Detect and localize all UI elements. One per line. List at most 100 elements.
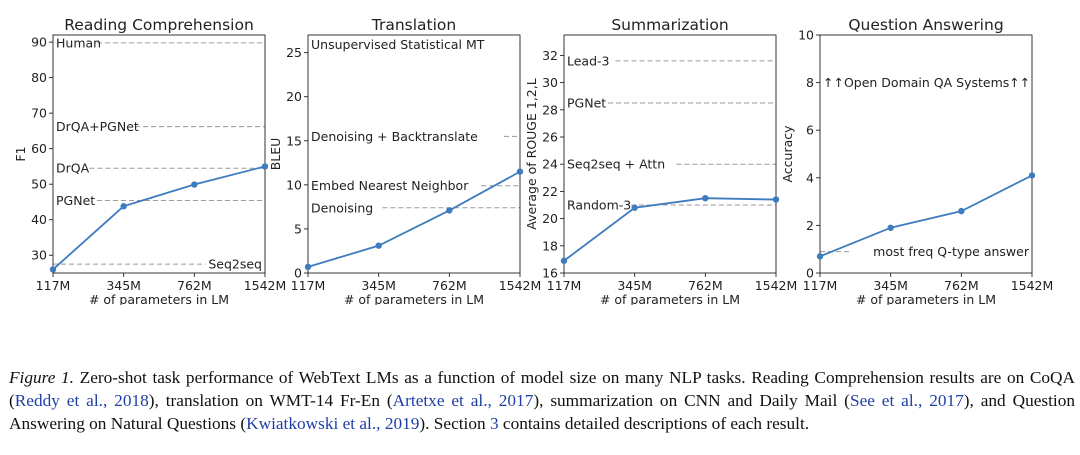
x-tick-label: 117M bbox=[803, 278, 838, 293]
x-tick-label: 762M bbox=[944, 278, 979, 293]
figure-charts: Human DrQA+PGNet DrQA PGNet Seq2seq Reading C… bbox=[13, 16, 1054, 305]
y-tick-label: 24 bbox=[542, 157, 558, 172]
reference-label: Denoising + Backtranslate bbox=[311, 129, 478, 144]
series-line bbox=[563, 197, 777, 262]
figure-caption: Figure 1. Zero-shot task performance of … bbox=[9, 368, 1075, 433]
plot-frame bbox=[307, 34, 521, 274]
y-tick-label: 2 bbox=[806, 218, 814, 233]
y-tick-label: 25 bbox=[286, 45, 302, 60]
x-tick-label: 762M bbox=[688, 278, 723, 293]
y-axis-label: F1 bbox=[13, 146, 28, 161]
x-axis-label: # of parameters in LM bbox=[856, 292, 996, 305]
y-tick-label: 40 bbox=[31, 212, 47, 227]
y-tick-label: 30 bbox=[31, 248, 47, 263]
y-tick-label: 20 bbox=[542, 211, 558, 226]
reference-label: Seq2seq bbox=[208, 257, 262, 272]
y-tick-label: 8 bbox=[806, 75, 814, 90]
series-line bbox=[307, 170, 521, 268]
x-tick-label: 762M bbox=[177, 278, 212, 293]
data-point bbox=[304, 263, 312, 271]
citation-link[interactable]: See et al., 2017 bbox=[849, 391, 964, 410]
reference-label: PGNet bbox=[567, 96, 606, 111]
x-axis-label: # of parameters in LM bbox=[89, 292, 229, 305]
y-tick-label: 0 bbox=[294, 266, 302, 281]
reference-label: DrQA+PGNet bbox=[56, 119, 139, 134]
x-tick-label: 1542M bbox=[244, 278, 287, 293]
reference-label: Embed Nearest Neighbor bbox=[311, 178, 469, 193]
y-axis-label: Average of ROUGE 1,2,L bbox=[524, 78, 539, 229]
y-tick-label: 32 bbox=[542, 48, 558, 63]
x-axis-label: # of parameters in LM bbox=[600, 292, 740, 305]
series-line bbox=[52, 165, 266, 271]
x-tick-label: 117M bbox=[291, 278, 326, 293]
reference-label: Lead-3 bbox=[567, 53, 610, 68]
data-point bbox=[702, 195, 709, 202]
y-tick-label: 30 bbox=[542, 75, 558, 90]
data-point bbox=[1028, 172, 1036, 179]
y-tick-label: 4 bbox=[806, 170, 814, 185]
reference-label: Random-3 bbox=[567, 198, 631, 213]
data-point bbox=[631, 204, 638, 211]
citation-link[interactable]: Artetxe et al., 2017 bbox=[392, 391, 534, 410]
x-tick-label: 1542M bbox=[755, 278, 798, 293]
x-tick-label: 117M bbox=[547, 278, 582, 293]
x-tick-label: 762M bbox=[432, 278, 467, 293]
plot-frame bbox=[52, 34, 266, 274]
citation-link[interactable]: Kwiatkowski et al., 2019 bbox=[246, 414, 420, 433]
y-tick-label: 16 bbox=[542, 266, 558, 281]
reference-label: Unsupervised Statistical MT bbox=[311, 37, 485, 52]
data-point bbox=[120, 203, 127, 210]
y-tick-label: 0 bbox=[806, 266, 814, 281]
chart-title: Summarization bbox=[611, 16, 728, 34]
y-tick-label: 50 bbox=[31, 177, 47, 192]
y-axis-label: Accuracy bbox=[780, 125, 795, 183]
data-point bbox=[191, 181, 198, 188]
reference-label: PGNet bbox=[56, 193, 95, 208]
y-tick-label: 10 bbox=[798, 28, 814, 43]
x-tick-label: 345M bbox=[873, 278, 908, 293]
data-point bbox=[261, 163, 269, 170]
data-point bbox=[516, 168, 524, 175]
y-tick-label: 22 bbox=[542, 184, 558, 199]
plot-frame bbox=[563, 34, 777, 274]
y-tick-label: 70 bbox=[31, 106, 47, 121]
plot-frame bbox=[819, 34, 1033, 274]
y-tick-label: 28 bbox=[542, 102, 558, 117]
chart-title: Question Answering bbox=[848, 16, 1003, 34]
data-point bbox=[560, 257, 568, 264]
y-axis-label: BLEU bbox=[268, 138, 283, 171]
reference-label: Seq2seq + Attn bbox=[567, 157, 665, 172]
chart-title: Reading Comprehension bbox=[64, 16, 254, 34]
caption-label: Figure 1. bbox=[9, 368, 74, 387]
x-axis-label: # of parameters in LM bbox=[344, 292, 484, 305]
y-tick-label: 10 bbox=[286, 177, 302, 192]
reference-label: Human bbox=[56, 35, 101, 50]
data-point bbox=[887, 224, 894, 231]
reference-label: DrQA bbox=[56, 161, 90, 176]
data-point bbox=[375, 242, 382, 249]
y-tick-label: 20 bbox=[286, 89, 302, 104]
y-tick-label: 18 bbox=[542, 238, 558, 253]
reference-label: most freq Q-type answer bbox=[873, 244, 1030, 259]
reference-label: ↑↑Open Domain QA Systems↑↑ bbox=[823, 75, 1030, 90]
y-tick-label: 80 bbox=[31, 70, 47, 85]
x-tick-label: 345M bbox=[106, 278, 141, 293]
y-tick-label: 26 bbox=[542, 130, 558, 145]
x-tick-label: 1542M bbox=[499, 278, 542, 293]
y-tick-label: 6 bbox=[806, 123, 814, 138]
y-tick-label: 15 bbox=[286, 133, 302, 148]
section-link[interactable]: 3 bbox=[489, 414, 499, 433]
data-point bbox=[816, 253, 824, 260]
data-point bbox=[958, 207, 965, 215]
x-tick-label: 1542M bbox=[1011, 278, 1054, 293]
x-tick-label: 345M bbox=[617, 278, 652, 293]
series-line bbox=[819, 174, 1033, 258]
x-tick-label: 117M bbox=[36, 278, 71, 293]
data-point bbox=[49, 266, 57, 273]
reference-label: Denoising bbox=[311, 200, 373, 215]
chart-title: Translation bbox=[371, 16, 456, 34]
x-tick-label: 345M bbox=[361, 278, 396, 293]
data-point bbox=[446, 207, 453, 214]
y-tick-label: 90 bbox=[31, 35, 47, 50]
citation-link[interactable]: Reddy et al., 2018 bbox=[14, 391, 149, 410]
